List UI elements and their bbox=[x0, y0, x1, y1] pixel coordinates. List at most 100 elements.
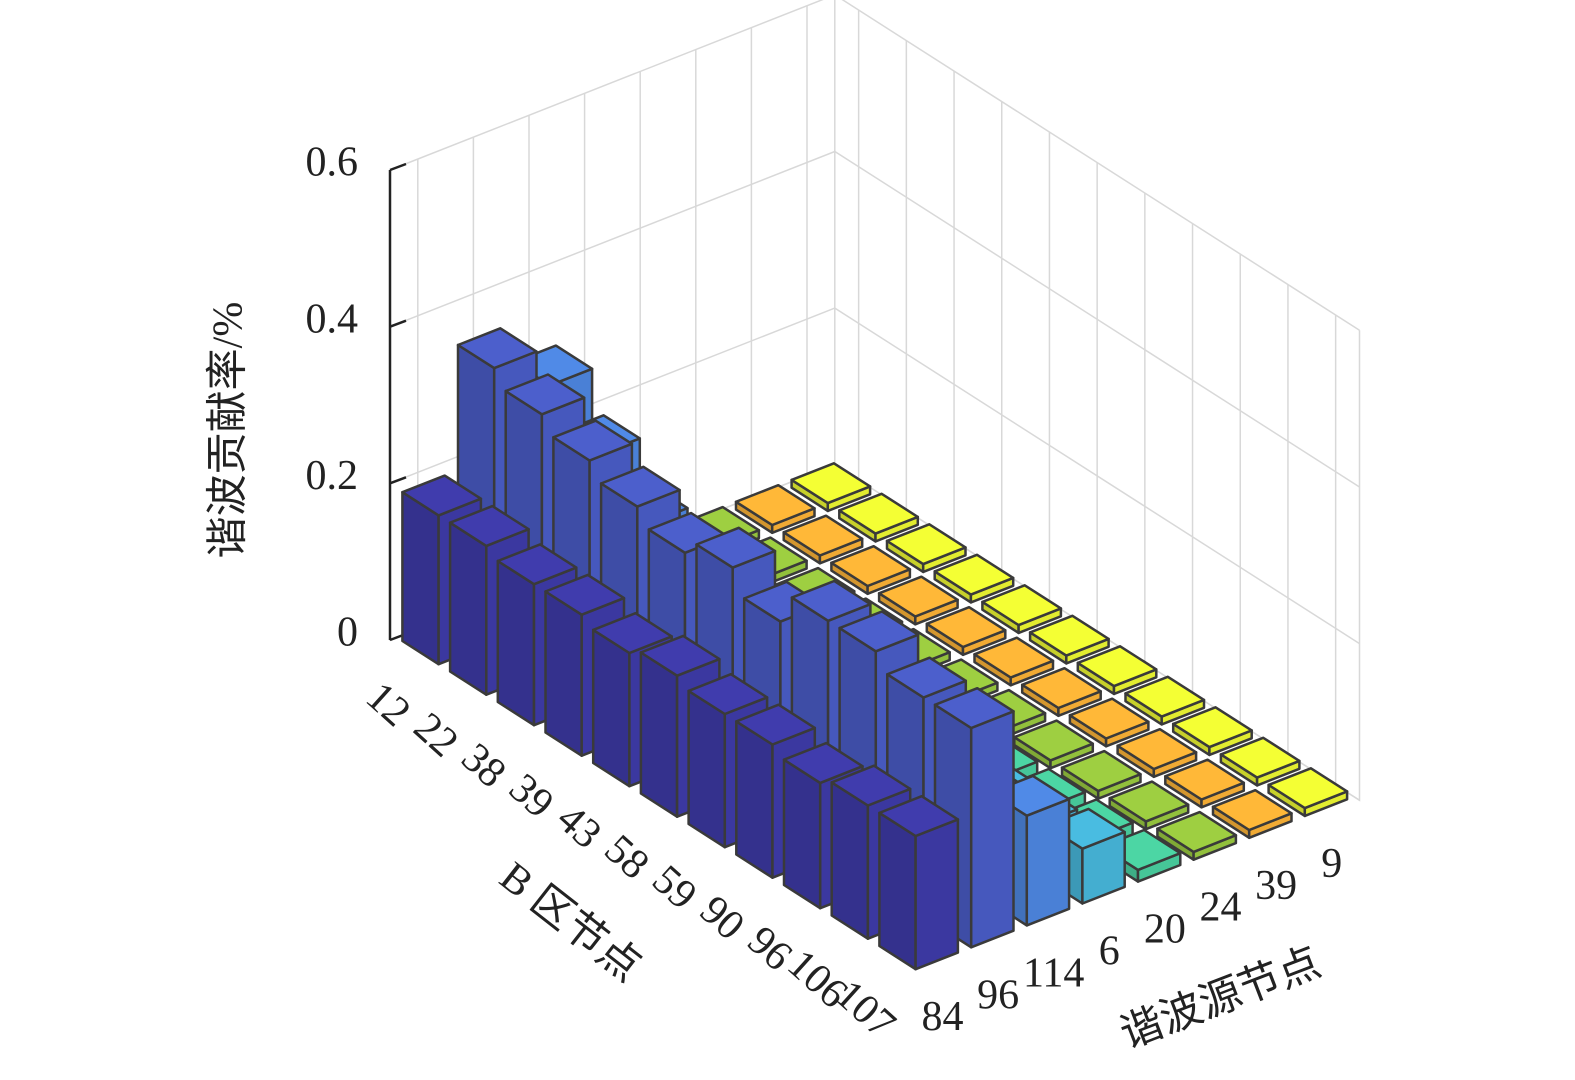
y-tick-label: 59 bbox=[643, 857, 705, 919]
bar-side bbox=[448, 521, 488, 696]
grid-line bbox=[389, 0, 1360, 331]
bar-top bbox=[933, 686, 1015, 730]
bar-top bbox=[790, 579, 872, 623]
bar-side bbox=[591, 628, 631, 788]
bar bbox=[830, 544, 912, 596]
bar bbox=[1068, 697, 1150, 748]
bar-front bbox=[969, 710, 1015, 949]
bar-top bbox=[1116, 727, 1198, 771]
bar bbox=[1020, 666, 1102, 718]
x-tick-label: 84 bbox=[922, 994, 964, 1040]
bar bbox=[1028, 614, 1110, 665]
bar-top bbox=[886, 656, 968, 699]
bar-top bbox=[591, 611, 673, 655]
grid-line bbox=[389, 150, 1360, 488]
bar bbox=[1108, 780, 1190, 831]
bar bbox=[1156, 810, 1238, 861]
bar-side bbox=[735, 720, 774, 879]
bar-top bbox=[735, 703, 817, 746]
bar-side bbox=[878, 811, 917, 971]
bar-top bbox=[1028, 614, 1110, 657]
x-tick-label: 6 bbox=[1099, 928, 1120, 974]
y-tick-label: 22 bbox=[405, 704, 467, 766]
y-tick-label: 43 bbox=[548, 796, 610, 858]
bar bbox=[933, 553, 1015, 604]
bar-side bbox=[782, 758, 822, 910]
x-tick-label: 114 bbox=[1023, 950, 1084, 996]
bar-top bbox=[1124, 675, 1206, 718]
bar bbox=[878, 794, 960, 971]
y-tick-label: 58 bbox=[596, 826, 658, 888]
bar bbox=[1267, 767, 1349, 818]
bar-side bbox=[830, 781, 870, 940]
bar-top bbox=[456, 327, 538, 370]
bar-top bbox=[639, 634, 721, 677]
bar-top bbox=[734, 483, 816, 527]
bar bbox=[1171, 706, 1253, 757]
bar-top bbox=[1211, 788, 1293, 832]
bar bbox=[885, 523, 967, 574]
bar-top bbox=[1108, 780, 1190, 823]
bar-top bbox=[1156, 810, 1238, 854]
bar-top bbox=[790, 462, 872, 505]
bar-top bbox=[782, 741, 864, 785]
bar-top bbox=[599, 465, 681, 508]
bar bbox=[1116, 727, 1198, 779]
bar bbox=[1164, 758, 1246, 809]
y-tick-label: 90 bbox=[691, 887, 753, 949]
bar-top bbox=[544, 573, 626, 616]
x-tick-label: 24 bbox=[1200, 885, 1242, 931]
bar-side bbox=[639, 651, 679, 818]
bar-top bbox=[401, 474, 483, 517]
bar-top bbox=[552, 419, 634, 462]
z-tick-label: 0.4 bbox=[306, 296, 359, 342]
bar bbox=[981, 584, 1063, 635]
bar-top bbox=[885, 523, 967, 566]
bar-top bbox=[1267, 767, 1349, 810]
bar-top bbox=[695, 526, 777, 569]
bar-top bbox=[1068, 697, 1150, 740]
y-tick-label: 12 bbox=[357, 674, 419, 736]
bar bbox=[782, 514, 864, 565]
bar-side bbox=[544, 590, 583, 757]
z-tick-label: 0.6 bbox=[306, 140, 359, 186]
bar bbox=[925, 605, 1007, 657]
bar bbox=[877, 575, 959, 626]
y-tick-label: 38 bbox=[453, 735, 515, 797]
bar-top bbox=[878, 794, 960, 838]
z-axis-title: 谐波贡献率/% bbox=[205, 302, 252, 559]
bar bbox=[1076, 645, 1158, 696]
bar-top bbox=[782, 514, 864, 557]
bar bbox=[838, 492, 920, 543]
bar bbox=[1060, 749, 1142, 800]
bar bbox=[734, 483, 816, 535]
bar-top bbox=[1171, 706, 1253, 749]
x-axis-title: 谐波源节点 bbox=[1115, 940, 1328, 1058]
x-tick-label: 20 bbox=[1144, 907, 1186, 953]
bar bbox=[989, 774, 1071, 927]
z-tick bbox=[389, 162, 407, 172]
bar-side bbox=[687, 689, 727, 849]
bar-top bbox=[1020, 666, 1102, 710]
bar-side bbox=[401, 490, 440, 666]
bar-top bbox=[838, 492, 920, 535]
bar-front bbox=[914, 818, 960, 971]
bar-top bbox=[933, 553, 1015, 596]
bar-top bbox=[838, 610, 920, 653]
bar bbox=[790, 462, 872, 513]
bar-top bbox=[687, 672, 769, 716]
z-tick bbox=[389, 476, 407, 485]
x-tick-label: 96 bbox=[977, 972, 1019, 1018]
bar bbox=[973, 636, 1055, 687]
bar bbox=[1124, 675, 1206, 726]
z-tick bbox=[389, 319, 407, 328]
bar-top bbox=[1013, 719, 1095, 762]
z-tick-label: 0 bbox=[337, 610, 358, 656]
bar-top bbox=[830, 764, 912, 807]
bar-top bbox=[925, 605, 1007, 649]
bar-side bbox=[496, 559, 536, 727]
bar-top bbox=[973, 636, 1055, 679]
bar-top bbox=[877, 575, 959, 618]
bar-top bbox=[1164, 758, 1246, 801]
